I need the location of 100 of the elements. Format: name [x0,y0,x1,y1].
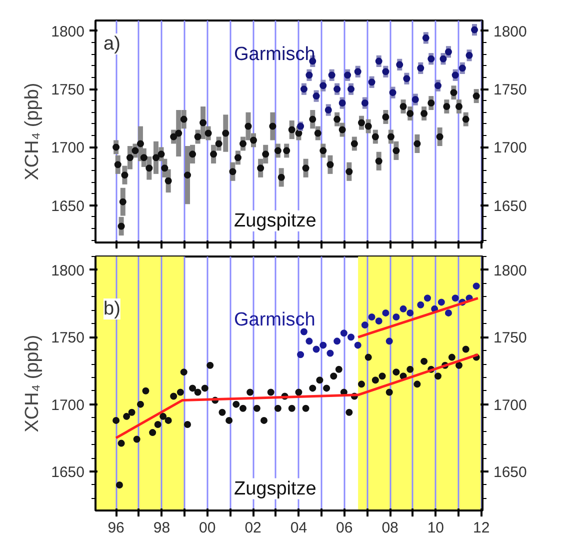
point [118,440,125,447]
point [347,86,354,93]
y-tick-label: 1700 [51,396,85,414]
point [295,388,302,396]
y2-tick-label: 1750 [494,82,527,99]
point [340,330,348,337]
point [428,55,435,62]
line-series [114,353,480,440]
point [328,72,336,79]
point [136,400,144,408]
x-tick-label: 12 [473,520,490,536]
point [253,404,260,412]
point [382,309,390,316]
point [232,400,240,408]
point [334,86,341,93]
point [354,342,362,349]
point [417,64,424,72]
point [306,338,313,345]
point [226,416,233,424]
point [176,388,184,396]
point [133,436,140,443]
point [189,384,196,392]
point [372,376,379,384]
point [406,309,414,316]
point [206,362,214,369]
point [302,404,310,412]
point [444,309,452,316]
point [309,384,316,392]
x-tick-label: 08 [382,520,398,536]
point [184,420,192,428]
point [434,372,442,380]
point [364,354,372,361]
point [312,346,320,353]
point [472,282,480,290]
point [417,301,424,308]
point [194,388,202,396]
point [300,86,308,93]
point [330,372,338,380]
point [406,366,414,373]
point [324,106,332,114]
point [116,481,123,488]
point [392,368,400,376]
point [389,89,396,96]
point [420,358,428,365]
point [412,96,419,104]
point [201,384,208,392]
y2-tick-label: 1800 [494,262,527,280]
point [346,408,353,416]
point [297,351,304,358]
point [335,366,342,373]
annotation: b) [104,298,120,320]
point [344,72,352,79]
y2-tick-label: 1650 [494,464,527,482]
point [438,298,445,306]
x-tick-label: 06 [336,520,353,536]
point [392,313,400,320]
point [382,68,390,76]
point [358,380,365,388]
point [316,376,324,384]
y2-tick-label: 1650 [494,198,527,215]
point [218,408,226,416]
point [368,78,376,86]
series-label: Garmisch [234,44,316,65]
point [386,338,393,345]
point [403,75,410,82]
point [424,294,431,302]
point [361,100,368,107]
point [142,387,150,394]
point [434,82,442,90]
point [440,55,447,62]
point [378,372,386,380]
y2-tick-label: 1750 [494,330,527,347]
point [128,408,136,416]
point [246,388,254,396]
point [444,48,452,56]
point [180,368,188,376]
point [375,318,382,324]
x-tick-label: 96 [108,520,124,536]
point [347,334,354,341]
point [455,362,462,369]
point [452,72,459,79]
point [452,294,459,302]
y-tick-label: 1650 [51,198,85,215]
point [323,384,330,392]
x-tick-label: 04 [290,520,308,536]
x-tick-label: 10 [427,520,444,536]
point [471,26,478,34]
point [334,338,341,345]
point [396,61,404,68]
point [338,100,346,107]
point [149,429,156,436]
point [170,392,178,400]
point [386,388,393,396]
y-tick-label: 1800 [51,262,85,280]
point [361,322,368,329]
y-tick-label: 1750 [51,82,85,99]
point [400,305,407,312]
point [154,420,162,428]
point [260,416,268,424]
x-tick-label: 02 [244,520,262,536]
